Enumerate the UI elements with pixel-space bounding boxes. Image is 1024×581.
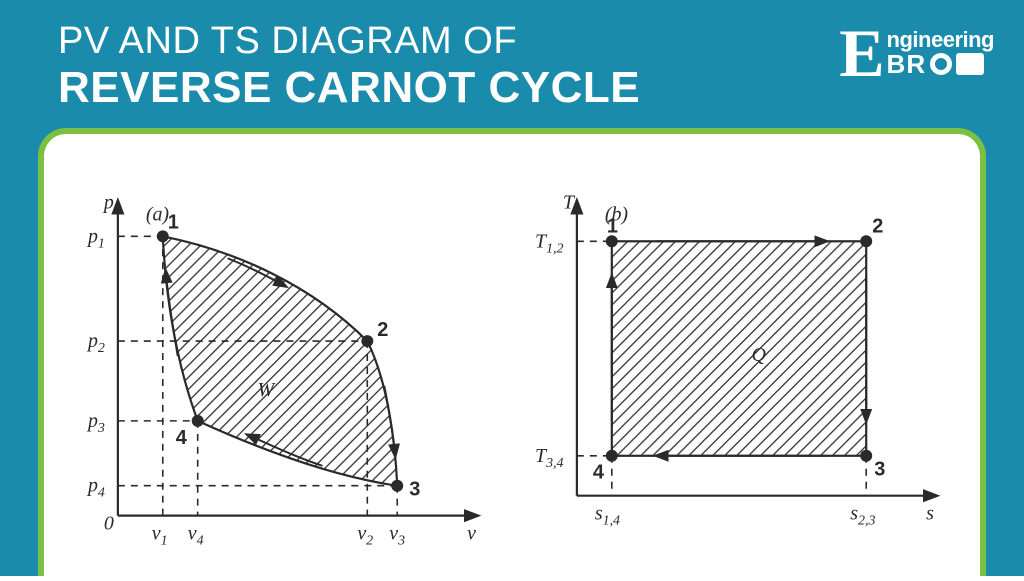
logo-bottom-text: BR	[887, 51, 927, 77]
title-block: PV AND TS DIAGRAM OF REVERSE CARNOT CYCL…	[58, 20, 640, 112]
ts-label-2: 2	[872, 215, 883, 237]
pv-point-4	[192, 415, 204, 427]
pv-y-label: p	[102, 191, 114, 213]
ts-label-1: 1	[607, 215, 618, 237]
pv-panel-label: (a)	[146, 203, 170, 225]
pv-label-1: 1	[168, 211, 179, 233]
pv-origin: 0	[104, 513, 114, 535]
pv-svg: (a) 1 2 3 4 p1 p2 p3 p4 v1 v4 v2 v3 p v …	[68, 156, 497, 576]
ts-point-3	[860, 450, 872, 462]
pv-label-4: 4	[176, 427, 187, 449]
ts-point-4	[606, 450, 618, 462]
ts-label-3: 3	[874, 459, 885, 481]
header: PV AND TS DIAGRAM OF REVERSE CARNOT CYCL…	[0, 0, 1024, 130]
pv-xtick-v4: v4	[188, 523, 204, 549]
ts-ytick-t34: T3,4	[535, 445, 564, 471]
ts-x-label: s	[926, 503, 934, 525]
ts-point-2	[860, 235, 872, 247]
pv-ytick-p4: p4	[86, 475, 105, 501]
pv-ytick-p2: p2	[86, 330, 105, 356]
gear-icon	[930, 53, 952, 75]
pv-diagram: (a) 1 2 3 4 p1 p2 p3 p4 v1 v4 v2 v3 p v …	[68, 156, 497, 576]
ts-ytick-t12: T1,2	[535, 230, 564, 256]
ts-xtick-s23: s2,3	[850, 503, 875, 529]
pv-label-3: 3	[409, 479, 420, 501]
pv-ytick-p3: p3	[86, 410, 105, 436]
pv-xtick-v3: v3	[389, 523, 405, 549]
title-line-1: PV AND TS DIAGRAM OF	[58, 20, 640, 63]
logo-top-text: ngineering	[887, 29, 994, 51]
diagram-panel: (a) 1 2 3 4 p1 p2 p3 p4 v1 v4 v2 v3 p v …	[38, 128, 986, 576]
pv-area-label: W	[258, 379, 277, 401]
logo-text: ngineering BR	[887, 29, 994, 77]
title-line-2: REVERSE CARNOT CYCLE	[58, 63, 640, 112]
pv-xtick-v2: v2	[357, 523, 373, 549]
ts-svg: (b) 1 2 3 4 T1,2 T3,4 s1,4 s2,3 T s Q	[527, 156, 956, 576]
pv-point-2	[361, 335, 373, 347]
ts-cycle-area	[612, 241, 866, 456]
pv-x-label: v	[467, 523, 476, 545]
ts-xtick-s14: s1,4	[595, 503, 620, 529]
page: PV AND TS DIAGRAM OF REVERSE CARNOT CYCL…	[0, 0, 1024, 576]
pv-xtick-v1: v1	[152, 523, 168, 549]
ts-label-4: 4	[593, 462, 604, 484]
ts-diagram: (b) 1 2 3 4 T1,2 T3,4 s1,4 s2,3 T s Q	[527, 156, 956, 576]
pv-point-3	[391, 480, 403, 492]
logo-letter: E	[839, 26, 884, 80]
ts-y-label: T	[563, 191, 576, 213]
block-icon	[956, 53, 984, 75]
pv-label-2: 2	[377, 319, 388, 341]
ts-area-label: Q	[751, 344, 766, 366]
pv-ytick-p1: p1	[86, 225, 105, 251]
brand-logo: E ngineering BR	[839, 26, 994, 80]
diagram-row: (a) 1 2 3 4 p1 p2 p3 p4 v1 v4 v2 v3 p v …	[68, 156, 956, 576]
